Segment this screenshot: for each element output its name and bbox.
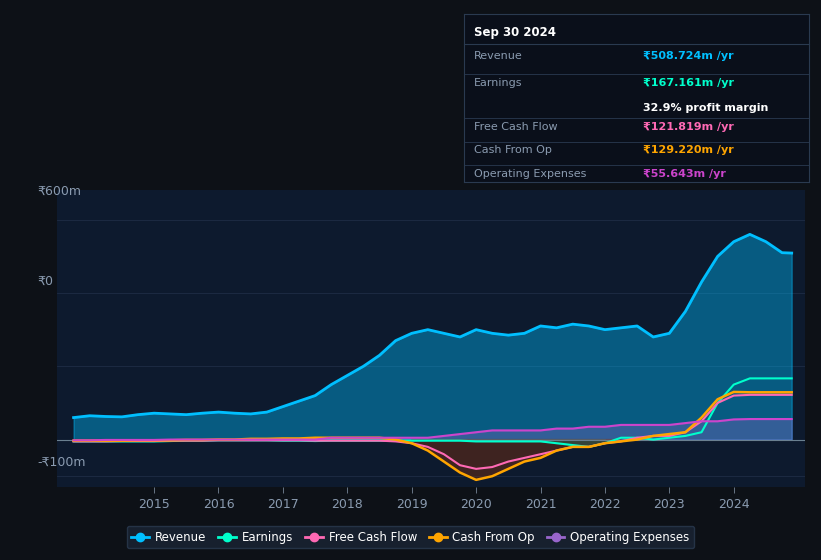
Text: 32.9% profit margin: 32.9% profit margin [643,103,768,113]
Text: Revenue: Revenue [475,51,523,61]
Text: ₹600m: ₹600m [37,185,81,198]
Text: ₹508.724m /yr: ₹508.724m /yr [643,51,734,61]
Text: Earnings: Earnings [475,78,523,88]
Text: ₹0: ₹0 [37,274,53,288]
Text: Sep 30 2024: Sep 30 2024 [475,26,556,39]
Text: ₹167.161m /yr: ₹167.161m /yr [643,78,734,88]
Text: ₹55.643m /yr: ₹55.643m /yr [643,169,726,179]
Text: ₹129.220m /yr: ₹129.220m /yr [643,145,734,155]
Text: Operating Expenses: Operating Expenses [475,169,586,179]
Text: Cash From Op: Cash From Op [475,145,552,155]
Text: Free Cash Flow: Free Cash Flow [475,122,557,132]
Text: ₹121.819m /yr: ₹121.819m /yr [643,122,734,132]
Text: -₹100m: -₹100m [37,455,85,469]
Legend: Revenue, Earnings, Free Cash Flow, Cash From Op, Operating Expenses: Revenue, Earnings, Free Cash Flow, Cash … [126,526,695,548]
